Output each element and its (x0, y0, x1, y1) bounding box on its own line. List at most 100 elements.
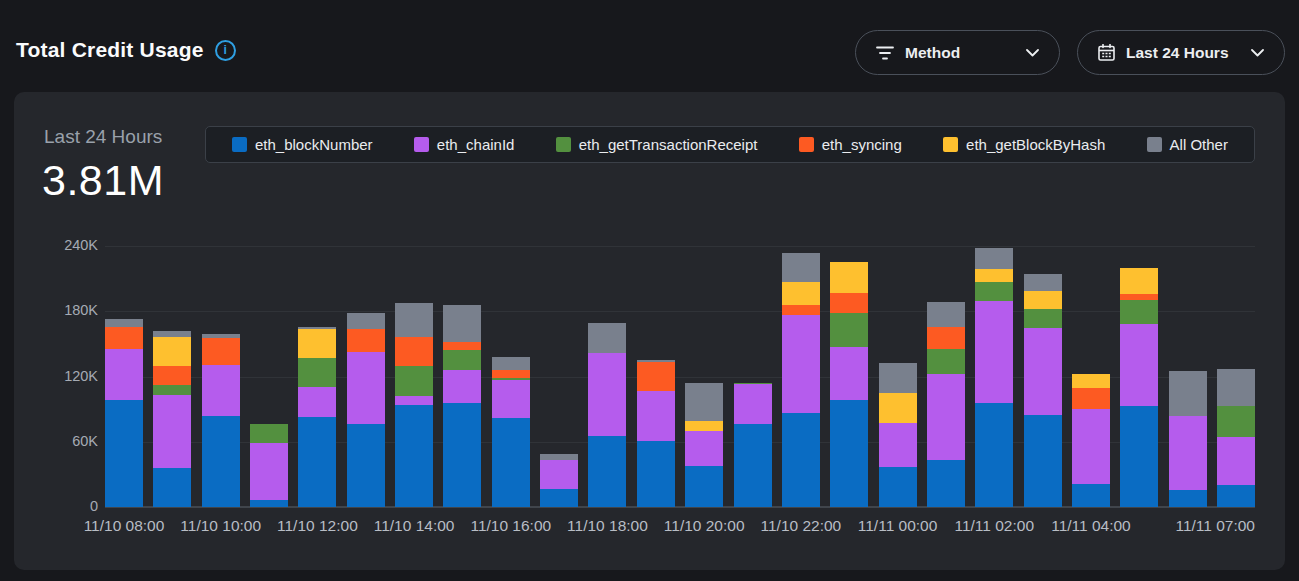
bar-segment-All Other[interactable] (685, 383, 723, 421)
bar-segment-eth_getBlockByHash[interactable] (1024, 291, 1062, 309)
bar-segment-eth_blockNumber[interactable] (588, 436, 626, 507)
bar-segment-eth_chainId[interactable] (492, 380, 530, 418)
legend-item-eth_chainId[interactable]: eth_chainId (414, 136, 515, 153)
bar-segment-eth_syncing[interactable] (1072, 388, 1110, 409)
bar-segment-eth_blockNumber[interactable] (153, 468, 191, 507)
bar-segment-All Other[interactable] (395, 303, 433, 338)
bar-segment-eth_getTransactionReceipt[interactable] (1024, 309, 1062, 327)
bar-segment-All Other[interactable] (347, 313, 385, 328)
bar-segment-eth_chainId[interactable] (685, 431, 723, 466)
bar-segment-eth_blockNumber[interactable] (202, 416, 240, 507)
bar-segment-eth_chainId[interactable] (975, 301, 1013, 402)
bar-segment-eth_blockNumber[interactable] (927, 460, 965, 507)
bar-segment-eth_chainId[interactable] (1120, 324, 1158, 406)
bar-11/11 03:00[interactable] (1024, 274, 1062, 507)
bar-segment-eth_syncing[interactable] (830, 293, 868, 314)
bar-11/10 23:00[interactable] (830, 262, 868, 507)
bar-11/11 06:00[interactable] (1169, 371, 1207, 507)
bar-11/10 10:00[interactable] (202, 334, 240, 507)
bar-segment-All Other[interactable] (1217, 369, 1255, 406)
bar-segment-All Other[interactable] (1169, 371, 1207, 416)
bar-segment-eth_getTransactionReceipt[interactable] (1217, 406, 1255, 438)
bar-segment-eth_blockNumber[interactable] (443, 403, 481, 507)
bar-segment-eth_chainId[interactable] (540, 460, 578, 488)
bar-segment-eth_getTransactionReceipt[interactable] (395, 366, 433, 396)
bar-segment-All Other[interactable] (927, 302, 965, 327)
bar-segment-eth_blockNumber[interactable] (637, 441, 675, 507)
bar-segment-eth_blockNumber[interactable] (734, 424, 772, 507)
bar-11/10 17:00[interactable] (540, 454, 578, 507)
bar-segment-eth_getBlockByHash[interactable] (975, 269, 1013, 282)
bar-segment-eth_getBlockByHash[interactable] (298, 329, 336, 358)
bar-11/11 00:00[interactable] (879, 363, 917, 507)
bar-segment-All Other[interactable] (975, 248, 1013, 269)
bar-segment-All Other[interactable] (105, 319, 143, 327)
bar-segment-eth_blockNumber[interactable] (1169, 490, 1207, 507)
bar-11/11 07:00[interactable] (1217, 369, 1255, 507)
bar-11/11 04:00[interactable] (1072, 374, 1110, 507)
bar-segment-eth_blockNumber[interactable] (395, 405, 433, 507)
bar-segment-eth_syncing[interactable] (927, 327, 965, 350)
bar-11/10 11:00[interactable] (250, 424, 288, 507)
bar-segment-eth_blockNumber[interactable] (105, 400, 143, 507)
bar-segment-eth_chainId[interactable] (1169, 416, 1207, 490)
bar-segment-eth_chainId[interactable] (443, 370, 481, 403)
bar-segment-eth_blockNumber[interactable] (1024, 415, 1062, 507)
bar-segment-All Other[interactable] (879, 363, 917, 392)
bar-11/11 05:00[interactable] (1120, 268, 1158, 507)
bar-segment-eth_blockNumber[interactable] (347, 424, 385, 507)
legend-item-eth_syncing[interactable]: eth_syncing (799, 136, 902, 153)
bar-segment-eth_syncing[interactable] (782, 305, 820, 315)
bar-segment-eth_chainId[interactable] (250, 443, 288, 501)
bar-segment-eth_syncing[interactable] (202, 338, 240, 364)
bar-segment-eth_getBlockByHash[interactable] (685, 421, 723, 431)
bar-11/10 21:00[interactable] (734, 383, 772, 507)
bar-11/10 19:00[interactable] (637, 360, 675, 507)
bar-segment-All Other[interactable] (443, 305, 481, 342)
bar-segment-eth_getTransactionReceipt[interactable] (443, 350, 481, 370)
bar-segment-eth_blockNumber[interactable] (975, 403, 1013, 507)
bar-segment-eth_chainId[interactable] (927, 374, 965, 460)
bar-segment-eth_chainId[interactable] (830, 347, 868, 400)
bar-segment-eth_blockNumber[interactable] (1217, 485, 1255, 507)
bar-segment-All Other[interactable] (588, 323, 626, 352)
bar-11/11 01:00[interactable] (927, 302, 965, 507)
bar-segment-eth_chainId[interactable] (1024, 328, 1062, 415)
bar-segment-eth_getBlockByHash[interactable] (153, 337, 191, 365)
legend-item-eth_getTransactionReceipt[interactable]: eth_getTransactionReceipt (556, 136, 758, 153)
bar-segment-eth_getTransactionReceipt[interactable] (250, 424, 288, 442)
bar-segment-eth_blockNumber[interactable] (1072, 484, 1110, 507)
bar-segment-eth_getTransactionReceipt[interactable] (975, 282, 1013, 302)
bar-11/10 09:00[interactable] (153, 331, 191, 507)
bar-segment-All Other[interactable] (1024, 274, 1062, 290)
legend-item-eth_getBlockByHash[interactable]: eth_getBlockByHash (943, 136, 1105, 153)
bar-11/10 15:00[interactable] (443, 305, 481, 507)
bar-segment-eth_blockNumber[interactable] (782, 413, 820, 507)
legend-item-eth_blockNumber[interactable]: eth_blockNumber (232, 136, 373, 153)
bar-segment-eth_blockNumber[interactable] (830, 400, 868, 507)
bar-11/10 18:00[interactable] (588, 323, 626, 507)
bar-segment-eth_syncing[interactable] (153, 366, 191, 386)
bar-segment-All Other[interactable] (782, 253, 820, 282)
bar-11/10 12:00[interactable] (298, 327, 336, 508)
bar-segment-eth_blockNumber[interactable] (298, 417, 336, 507)
bar-segment-eth_chainId[interactable] (202, 365, 240, 416)
bar-segment-eth_blockNumber[interactable] (1120, 406, 1158, 507)
bar-11/10 16:00[interactable] (492, 357, 530, 507)
bar-segment-eth_blockNumber[interactable] (492, 418, 530, 507)
bar-segment-eth_chainId[interactable] (879, 423, 917, 467)
bar-segment-eth_chainId[interactable] (734, 384, 772, 424)
bar-segment-eth_getBlockByHash[interactable] (1072, 374, 1110, 388)
bar-segment-eth_chainId[interactable] (395, 396, 433, 405)
method-filter-dropdown[interactable]: Method (855, 30, 1060, 75)
bar-11/10 08:00[interactable] (105, 319, 143, 507)
bar-11/10 22:00[interactable] (782, 253, 820, 507)
bar-segment-eth_chainId[interactable] (153, 395, 191, 468)
bar-segment-eth_syncing[interactable] (443, 342, 481, 351)
bar-segment-eth_getTransactionReceipt[interactable] (298, 358, 336, 387)
bar-segment-eth_blockNumber[interactable] (879, 467, 917, 507)
bar-segment-eth_getTransactionReceipt[interactable] (1120, 300, 1158, 324)
bar-segment-eth_getTransactionReceipt[interactable] (927, 349, 965, 374)
bar-segment-All Other[interactable] (492, 357, 530, 370)
bar-segment-eth_chainId[interactable] (105, 349, 143, 400)
